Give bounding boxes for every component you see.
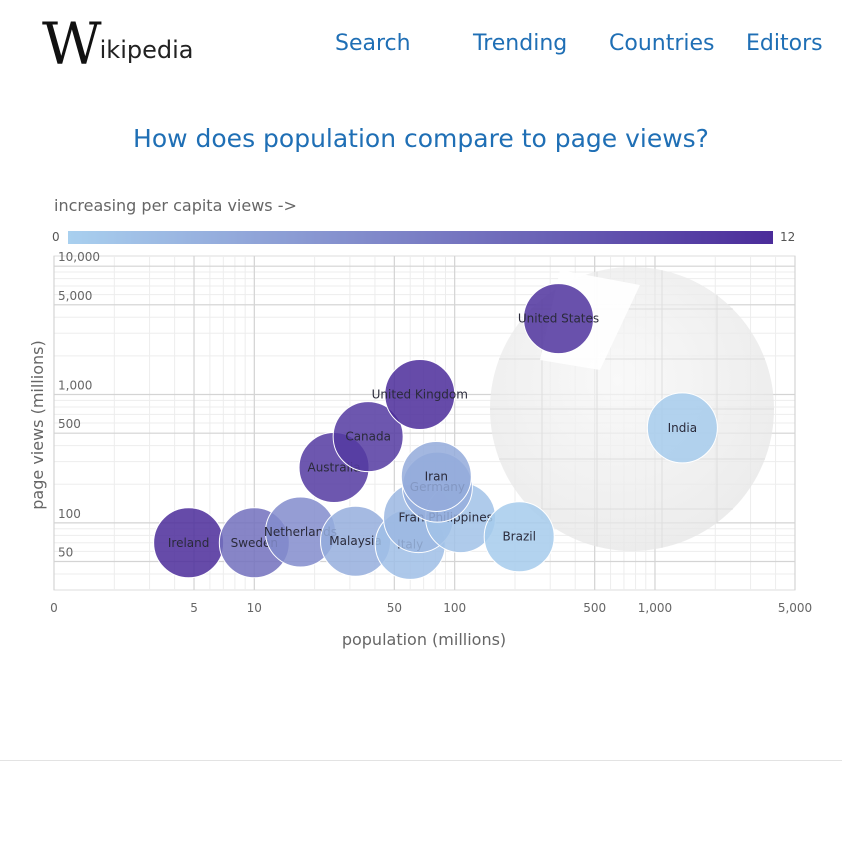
bubble-circle[interactable]	[523, 283, 595, 355]
site-header: W ikipedia Search Trending Countries Edi…	[0, 0, 842, 90]
x-tick-label: 10	[247, 601, 262, 615]
bubble-brazil[interactable]: Brazil	[483, 501, 555, 573]
color-legend-min-label: 0	[52, 230, 60, 244]
bubble-label: Brazil	[502, 530, 536, 544]
bubble-united-kingdom[interactable]: United Kingdom	[372, 359, 468, 431]
y-tick-label: 100	[58, 507, 81, 521]
x-axis-title: population (millions)	[342, 630, 506, 649]
bubble-iran[interactable]: Iran	[400, 440, 472, 512]
x-tick-label: 100	[443, 601, 466, 615]
y-axis-title: page views (millions)	[28, 340, 47, 509]
bubble-label: Malaysia	[329, 534, 381, 548]
bubble-label: United States	[518, 312, 599, 326]
bubble-circle[interactable]	[646, 392, 718, 464]
bubble-label: Iran	[425, 469, 448, 483]
color-legend-bar	[68, 231, 773, 244]
bubble-india[interactable]: India	[646, 392, 718, 464]
footer-divider	[0, 760, 842, 761]
color-legend-caption: increasing per capita views ->	[54, 196, 297, 215]
bubble-label: India	[668, 421, 697, 435]
bubble-series: IrelandSwedenNetherlandsMalaysiaItalyFra…	[153, 283, 718, 580]
nav-link-search[interactable]: Search	[335, 31, 411, 56]
bubble-malaysia[interactable]: Malaysia	[320, 505, 392, 577]
color-legend-max-label: 12	[780, 230, 796, 244]
bubble-canada[interactable]: Canada	[332, 401, 404, 473]
bubble-circle[interactable]	[400, 440, 472, 512]
x-tick-label: 0	[50, 601, 58, 615]
bubble-chart: 0 5 10 50 100 500 1,000 5,000 50 100 500 1,000 5,000…	[28, 250, 812, 649]
nav-link-editors[interactable]: Editors	[746, 31, 823, 56]
bubble-label: Netherlands	[264, 525, 337, 539]
bubble-label: Canada	[345, 430, 391, 444]
logo-initial: W	[42, 10, 102, 78]
x-tick-label: 500	[583, 601, 606, 615]
nav-link-trending[interactable]: Trending	[473, 31, 568, 56]
y-tick-label: 50	[58, 546, 73, 560]
y-tick-label: 5,000	[58, 289, 92, 303]
x-tick-label: 1,000	[638, 601, 672, 615]
x-tick-label: 5	[190, 601, 198, 615]
page-title: How does population compare to page view…	[133, 124, 709, 153]
bubble-circle[interactable]	[332, 401, 404, 473]
x-tick-label: 5,000	[778, 601, 812, 615]
bubble-netherlands[interactable]: Netherlands	[264, 496, 337, 568]
bubble-circle[interactable]	[384, 359, 456, 431]
chart-axes: 0 5 10 50 100 500 1,000 5,000 50 100 500 1,000 5,000…	[50, 250, 812, 615]
y-tick-label: 500	[58, 417, 81, 431]
bubble-label: Ireland	[168, 536, 210, 550]
bubble-label: United Kingdom	[372, 388, 468, 402]
bubble-united-states[interactable]: United States	[518, 283, 599, 355]
y-tick-label: 10,000	[58, 250, 100, 264]
logo-wordmark: ikipedia	[99, 36, 194, 64]
x-tick-label: 50	[387, 601, 402, 615]
bubble-ireland[interactable]: Ireland	[153, 507, 225, 579]
wikipedia-logo[interactable]: W ikipedia	[42, 10, 194, 78]
y-tick-label: 1,000	[58, 379, 92, 393]
bubble-circle[interactable]	[483, 501, 555, 573]
nav-link-countries[interactable]: Countries	[609, 31, 715, 56]
